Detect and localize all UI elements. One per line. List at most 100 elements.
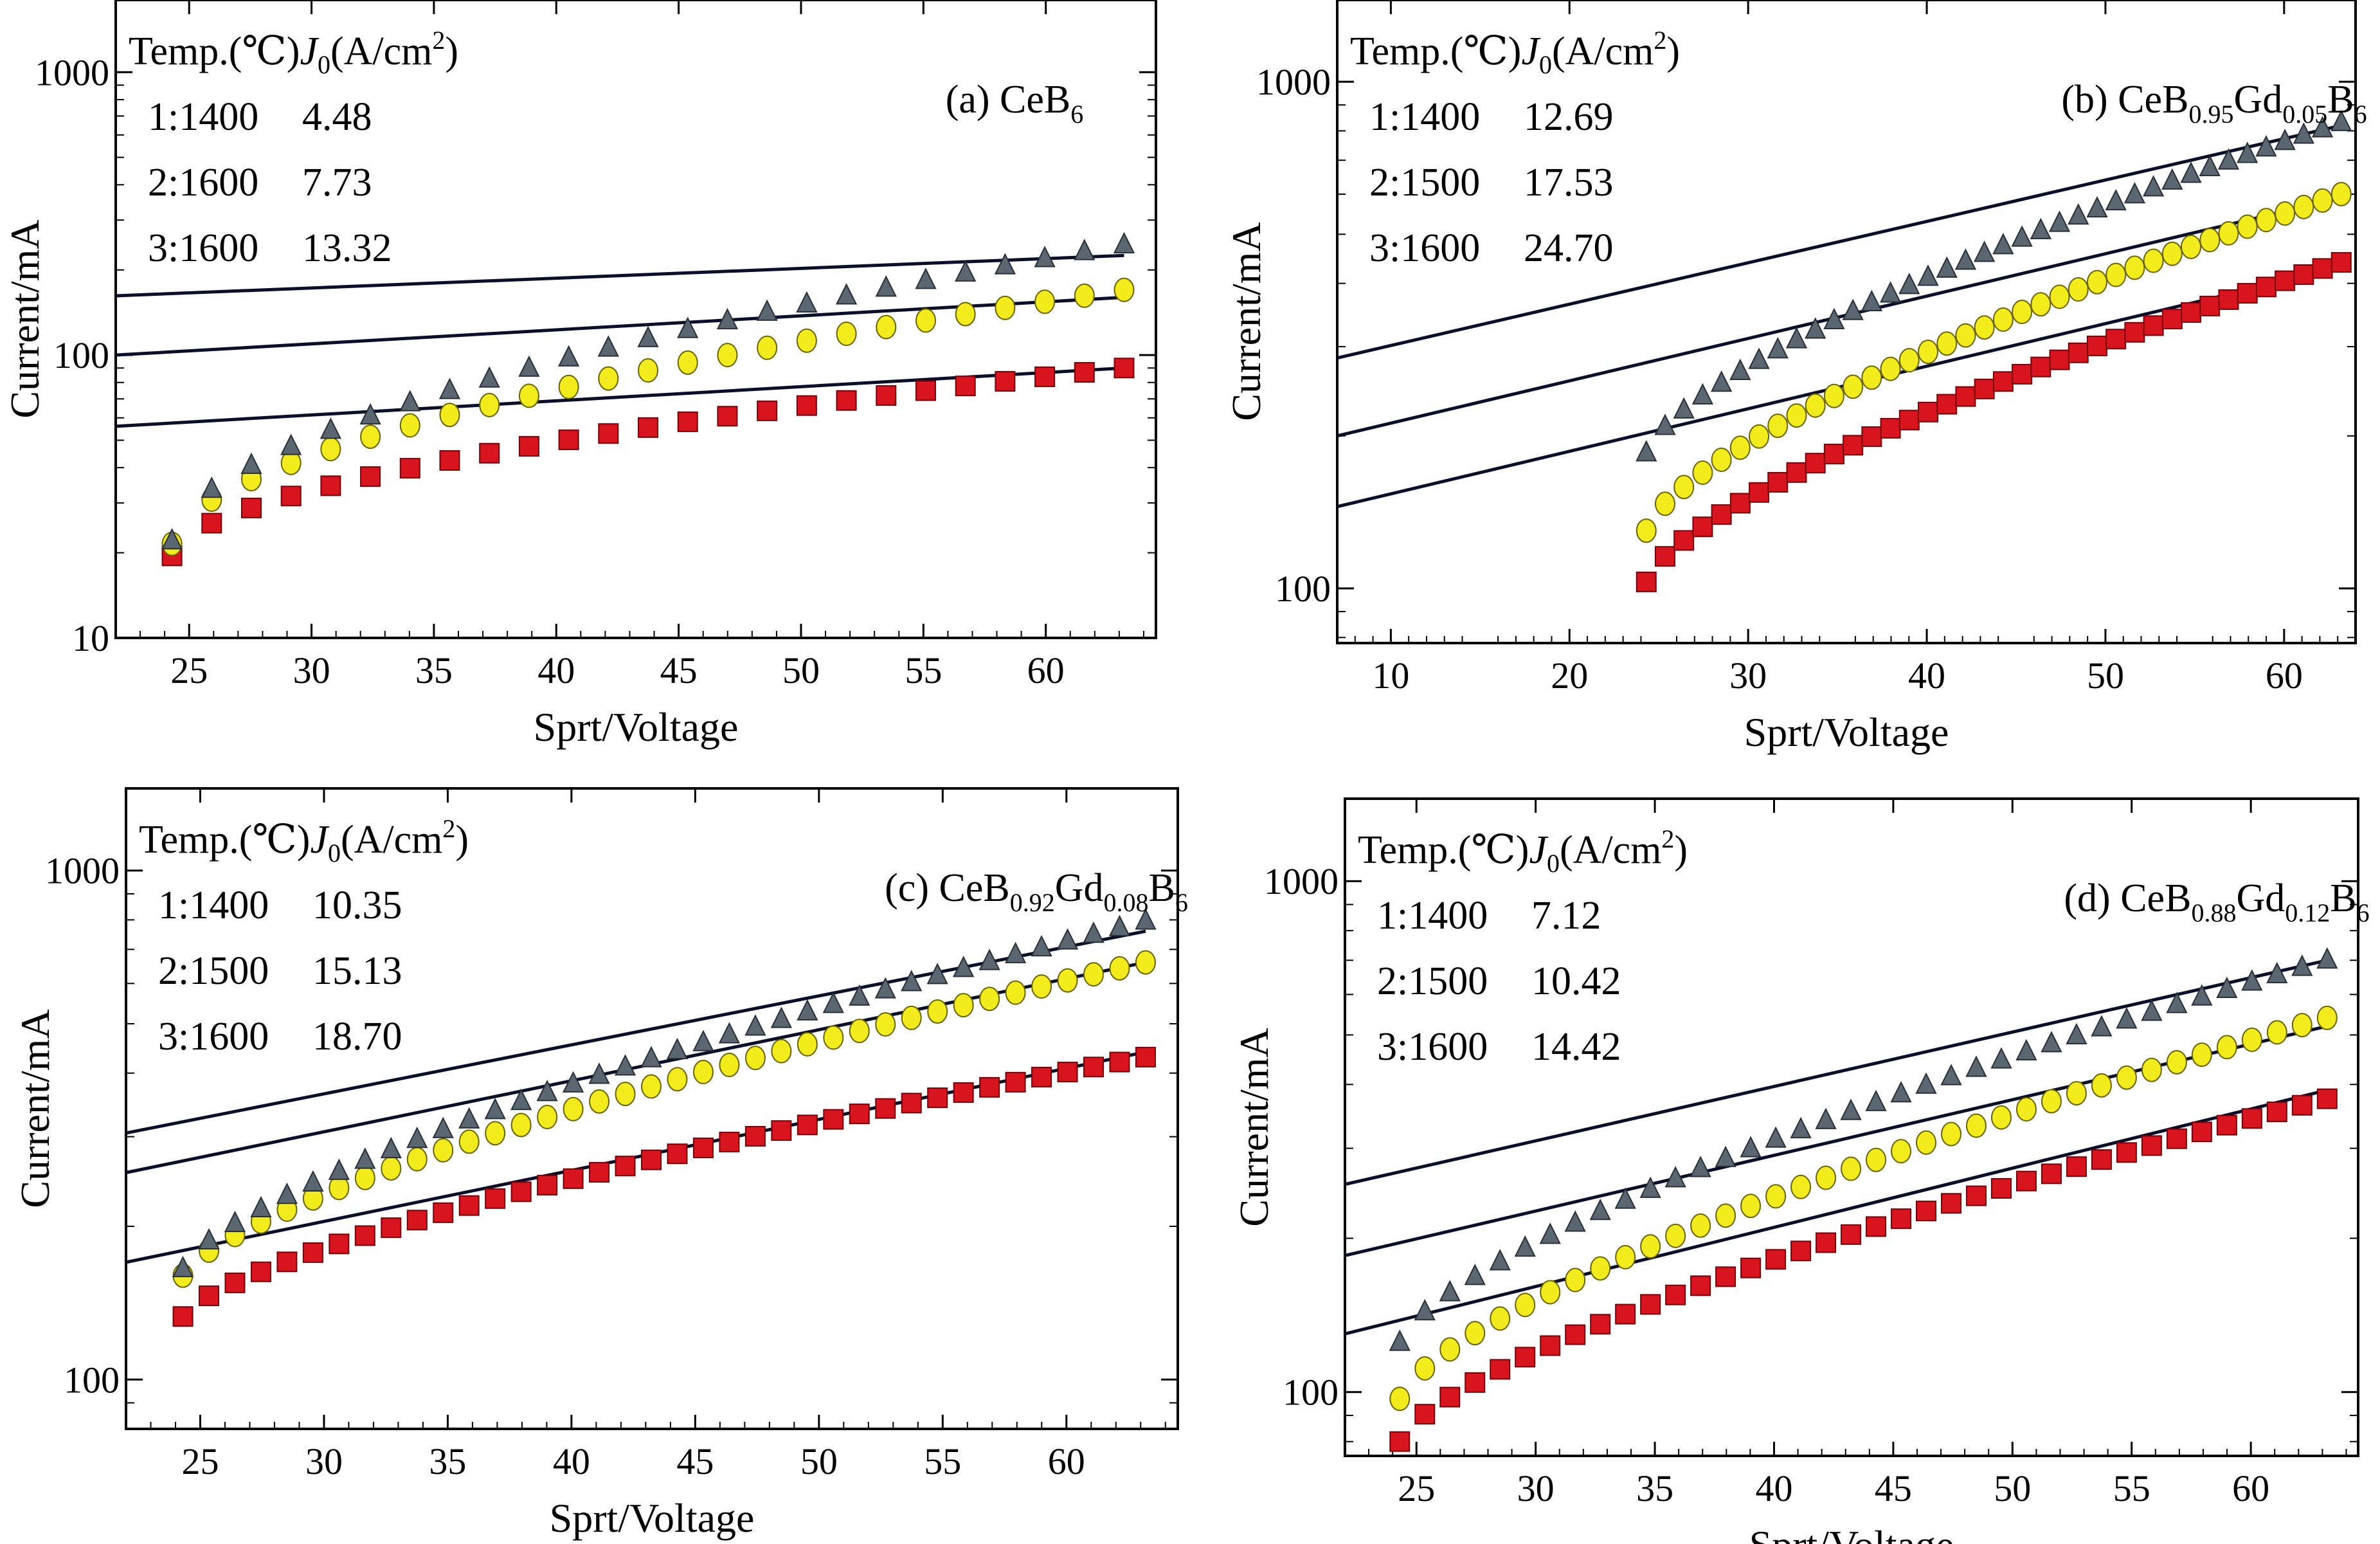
- triangle-point: [915, 268, 937, 289]
- triangle-point: [1729, 358, 1751, 380]
- x-tick-label: 10: [1372, 655, 1409, 696]
- circle-point: [1057, 968, 1078, 993]
- triangle-point: [2166, 992, 2188, 1013]
- legend-entry-value: 4.48: [302, 95, 372, 139]
- x-tick-label: 50: [2087, 655, 2124, 696]
- triangle-point: [1439, 1280, 1461, 1302]
- square-point: [2312, 258, 2333, 279]
- circle-point: [1465, 1321, 1486, 1346]
- triangle-point: [484, 1098, 506, 1120]
- triangle-point: [2066, 1022, 2087, 1044]
- chart-panel-a: 25 30 35 40 45 50 55 60 10 100 1000 Sprt/Voltage Cur…: [2, 0, 1157, 750]
- circle-point: [360, 424, 381, 450]
- triangle-point: [2068, 203, 2089, 225]
- legend-entry-value: 24.70: [1524, 226, 1614, 270]
- circle-point: [1786, 403, 1807, 428]
- circle-point: [1692, 460, 1713, 486]
- triangle-point: [1917, 264, 1939, 286]
- square-point: [1640, 1294, 1661, 1315]
- triangle-point: [1639, 1176, 1661, 1198]
- circle-point: [2330, 181, 2352, 206]
- square-point: [224, 1272, 246, 1293]
- triangle-point: [1765, 1126, 1787, 1148]
- triangle-point: [198, 1228, 220, 1249]
- triangle-point: [588, 1062, 610, 1084]
- circle-point: [2216, 1035, 2237, 1060]
- triangle-point: [797, 999, 818, 1021]
- square-point: [2266, 1101, 2287, 1122]
- square-point: [1690, 1275, 1711, 1296]
- triangle-point: [1805, 317, 1826, 339]
- fit-line: [1344, 958, 2328, 1186]
- circle-point: [439, 403, 460, 428]
- square-point: [796, 395, 817, 416]
- legend-entry-label: 2:1500: [158, 949, 269, 993]
- triangle-point: [1715, 1145, 1736, 1167]
- x-tick-label: 35: [1636, 1467, 1673, 1509]
- triangle-point: [1004, 941, 1027, 963]
- y-tick-label: 1000: [35, 51, 109, 93]
- fit-line: [125, 929, 1146, 1135]
- square-point: [1866, 1216, 1887, 1237]
- triangle-point: [201, 476, 222, 498]
- circle-point: [589, 1089, 610, 1114]
- circle-point: [744, 1046, 766, 1071]
- triangle-point: [1879, 281, 1902, 303]
- circle-point: [2293, 194, 2314, 219]
- triangle-point: [2091, 1015, 2113, 1037]
- circle-point: [2105, 262, 2127, 287]
- triangle-point: [2041, 1031, 2062, 1053]
- square-point: [1109, 1051, 1130, 1073]
- chart-panel-d: 25 30 35 40 45 50 55 60 100 1000 Sprt/Voltage Curre…: [1231, 797, 2370, 1544]
- square-point: [638, 417, 659, 438]
- circle-point: [1690, 1213, 1711, 1238]
- triangle-point: [1113, 232, 1135, 253]
- triangle-point: [2191, 984, 2213, 1006]
- square-point: [1715, 1266, 1736, 1287]
- legend-entry-label: 1:1400: [158, 884, 269, 927]
- circle-point: [598, 366, 619, 391]
- square-point: [1711, 504, 1732, 525]
- square-point: [2218, 289, 2239, 310]
- circle-point: [2275, 201, 2296, 226]
- square-point: [406, 1210, 428, 1231]
- circle-point: [2012, 300, 2033, 325]
- square-point: [537, 1174, 558, 1195]
- triangle-point: [1414, 1299, 1436, 1321]
- triangle-point: [1954, 248, 1977, 270]
- circle-point: [1673, 475, 1695, 500]
- square-point: [1057, 1062, 1078, 1083]
- triangle-point: [822, 992, 844, 1013]
- square-point: [439, 450, 460, 471]
- fit-line: [1337, 123, 2342, 360]
- triangle-point: [756, 299, 778, 321]
- circle-point: [1109, 956, 1130, 981]
- triangle-point: [1690, 1156, 1711, 1177]
- triangle-point: [240, 452, 262, 475]
- triangle-point: [510, 1088, 532, 1111]
- square-point: [1113, 358, 1135, 379]
- square-point: [1414, 1404, 1436, 1425]
- circle-point: [2143, 248, 2164, 273]
- square-point: [1816, 1232, 1837, 1253]
- x-axis-label: Sprt/Voltage: [550, 1495, 755, 1541]
- triangle-point: [1974, 241, 1996, 262]
- triangle-point: [2116, 1007, 2138, 1029]
- square-point: [458, 1195, 480, 1216]
- x-tick-label: 45: [676, 1440, 714, 1482]
- legend-entry-label: 2:1500: [1369, 161, 1480, 204]
- circle-point: [615, 1082, 636, 1107]
- square-point: [1729, 493, 1751, 514]
- square-point: [381, 1217, 402, 1239]
- legend-entry-label: 3:1600: [1377, 1025, 1488, 1069]
- x-tick-label: 30: [1729, 655, 1767, 696]
- circle-point: [2237, 214, 2258, 239]
- triangle-point: [1990, 1047, 2012, 1069]
- triangle-point: [1589, 1199, 1611, 1221]
- square-point: [1515, 1347, 1536, 1368]
- circle-point: [1414, 1356, 1436, 1381]
- square-point: [2068, 342, 2089, 363]
- triangle-point: [1785, 327, 1808, 349]
- circle-point: [1565, 1267, 1586, 1293]
